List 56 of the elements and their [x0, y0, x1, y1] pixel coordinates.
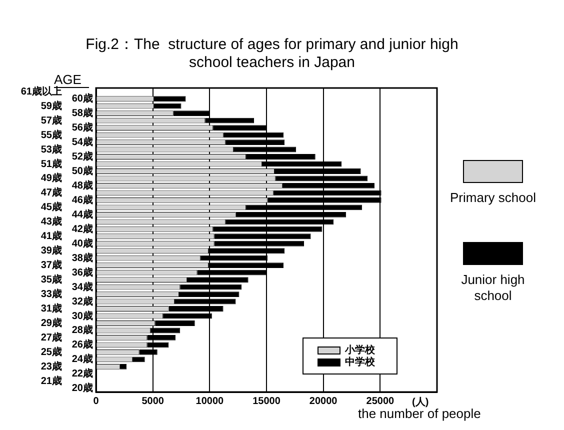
text: Primary school	[449, 190, 537, 206]
y-tick-label: 60歳	[72, 92, 93, 105]
y-tick-label: 52歳	[72, 150, 93, 163]
y-tick-label: 37歳	[40, 259, 62, 272]
y-tick-label: 51歳	[40, 158, 62, 170]
y-tick-label: 39歳	[40, 244, 62, 257]
x-tick-label: 25000	[366, 396, 395, 407]
y-tick-label: 45歳	[40, 201, 62, 214]
y-tick-label: 35歳	[40, 274, 62, 286]
text: Junior high school	[460, 272, 526, 304]
y-tick-label: 23歳	[40, 360, 62, 372]
y-tick-label: 22歳	[72, 368, 93, 380]
y-tick-label: 28歳	[72, 324, 93, 336]
legend-label: 小学校	[344, 344, 376, 356]
y-tick-label: 34歳	[72, 280, 93, 293]
y-tick-label: 42歳	[72, 222, 93, 235]
y-tick-label: 48歳	[72, 179, 93, 192]
y-tick-label: 24歳	[72, 353, 93, 366]
x-axis-title: the number of people	[358, 406, 481, 421]
y-tick-label: 21歳	[40, 374, 62, 387]
y-tick-label: 57歳	[40, 114, 62, 126]
y-tick-label: 26歳	[72, 338, 93, 351]
y-tick-label: 29歳	[40, 316, 62, 329]
x-tick-label: 5000	[142, 396, 164, 407]
y-tick-label: 30歳	[72, 310, 93, 322]
x-tick-label: 20000	[309, 396, 338, 407]
y-tick-label: 49歳	[40, 172, 62, 184]
y-tick-label: 20歳	[72, 382, 93, 394]
y-tick-label: 55歳	[40, 128, 62, 141]
text: (人)	[412, 396, 429, 408]
y-tick-label: 33歳	[40, 288, 62, 300]
y-tick-label: 47歳	[40, 186, 62, 199]
y-tick-label: 61歳以上	[20, 85, 62, 98]
y-tick-label: 40歳	[72, 237, 93, 250]
y-tick-label: 27歳	[40, 331, 62, 344]
y-tick-label: 25歳	[40, 346, 62, 358]
y-tick-label: 44歳	[72, 208, 93, 220]
y-tick-label: 53歳	[40, 143, 62, 156]
y-tick-label: 41歳	[40, 230, 62, 242]
y-tick-label: 50歳	[72, 164, 93, 177]
x-tick-label: 10000	[196, 396, 224, 407]
y-tick-label: 46歳	[72, 194, 93, 206]
y-tick-label: 38歳	[72, 252, 93, 264]
y-tick-label: 32歳	[72, 295, 93, 308]
y-tick-label: 31歳	[40, 302, 62, 315]
y-tick-label: 59歳	[40, 100, 62, 112]
x-tick-label: 0	[93, 396, 100, 407]
y-tick-label: 58歳	[72, 107, 93, 120]
x-tick-label: 15000	[252, 396, 281, 407]
y-tick-label: 54歳	[72, 136, 93, 148]
legend-label: 中学校	[345, 356, 376, 368]
y-tick-label: 56歳	[72, 122, 93, 134]
y-axis-title: AGE	[54, 72, 90, 88]
chart-title: Fig.2：The structure of ages for primary and junior high school teachers in Japan	[84, 36, 460, 72]
y-tick-label: 36歳	[72, 266, 93, 278]
y-tick-label: 43歳	[40, 216, 62, 228]
